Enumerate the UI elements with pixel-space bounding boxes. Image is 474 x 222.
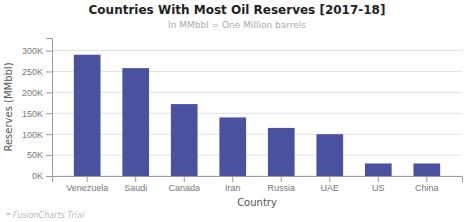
tick-mark (426, 176, 427, 182)
y-axis: 0K 50K 100K 150K 200K 250K 300K (22, 39, 53, 182)
grid-line (52, 155, 462, 156)
bar (316, 134, 343, 176)
subtitle: In MMbbl = One Million barrels (168, 20, 306, 30)
tick-mark (281, 176, 282, 182)
tick-label: UAE (321, 183, 340, 193)
bars (74, 55, 440, 176)
grid (52, 51, 462, 176)
tick-label: 200K (22, 88, 43, 98)
tick-label: 50K (27, 150, 43, 160)
tick-label: Iran (225, 183, 241, 193)
tick: 150K (22, 109, 52, 119)
tick: Russia (268, 176, 296, 193)
tick-label: 100K (22, 130, 43, 140)
bar (268, 128, 295, 176)
tick: 0K (32, 171, 52, 181)
tick-mark (46, 113, 52, 114)
tick: 50K (27, 150, 52, 160)
tick-mark (135, 176, 136, 182)
tick: Canada (168, 176, 200, 193)
tick-label: Russia (268, 183, 296, 193)
bar (365, 163, 392, 176)
bar (171, 104, 198, 176)
axis-line (53, 177, 463, 183)
tick-mark (378, 176, 379, 182)
tick: US (372, 176, 385, 193)
tick-label: China (415, 183, 439, 193)
tick-mark (46, 155, 52, 156)
tick-mark (46, 176, 52, 177)
tick-mark (46, 51, 52, 52)
tick-label: Venezuela (66, 183, 108, 193)
tick: UAE (321, 176, 340, 193)
watermark: ❝ FusionCharts Trial (6, 211, 85, 220)
grid-line (52, 92, 462, 93)
chart: 0K 50K 100K 150K 200K 250K 300K Venezuela Saudi C… (0, 0, 474, 222)
plot: 0K 50K 100K 150K 200K 250K 300K Venezuela Saudi C… (22, 39, 463, 194)
tick-label: Canada (168, 183, 200, 193)
tick: Venezuela (66, 176, 108, 193)
tick-label: 0K (32, 171, 43, 181)
tick-label: 300K (22, 46, 43, 56)
bar (219, 117, 246, 176)
tick-mark (46, 134, 52, 135)
tick-mark (46, 71, 52, 72)
tick-label: 250K (22, 67, 43, 77)
tick: 300K (22, 46, 52, 56)
grid-line (52, 134, 462, 135)
tick: Iran (225, 176, 241, 193)
tick: 250K (22, 67, 52, 77)
tick: 100K (22, 130, 52, 140)
y-axis-title: Reserves (MMbbl) (3, 62, 14, 151)
tick-mark (232, 176, 233, 182)
grid-line (52, 71, 462, 72)
x-axis-title: Country (237, 197, 277, 208)
bar (122, 68, 149, 176)
bar (74, 55, 101, 176)
tick: Saudi (124, 176, 147, 193)
tick-mark (184, 176, 185, 182)
grid-line (52, 113, 462, 114)
bar (413, 163, 440, 176)
axis-line (46, 39, 53, 177)
tick-mark (87, 176, 88, 182)
tick: 200K (22, 88, 52, 98)
tick-mark (329, 176, 330, 182)
tick-label: 150K (22, 109, 43, 119)
tick-label: Saudi (124, 183, 147, 193)
tick-label: US (372, 183, 385, 193)
x-axis: Venezuela Saudi Canada Iran Russia UAE US China (53, 176, 463, 193)
grid-line (52, 50, 462, 51)
tick-mark (46, 92, 52, 93)
title: Countries With Most Oil Reserves [2017-1… (89, 3, 386, 17)
tick: China (415, 176, 439, 193)
